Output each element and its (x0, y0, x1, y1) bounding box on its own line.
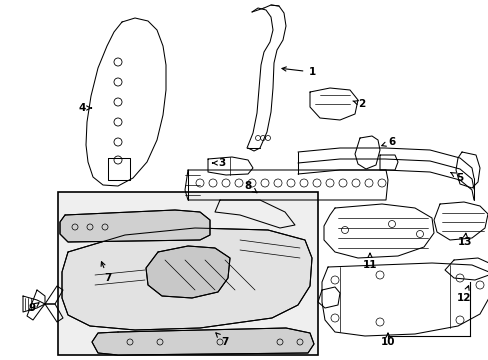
Text: 8: 8 (244, 181, 256, 193)
Text: 13: 13 (457, 233, 471, 247)
Polygon shape (60, 210, 209, 242)
Text: 6: 6 (381, 137, 395, 147)
Polygon shape (92, 328, 313, 355)
Polygon shape (62, 228, 311, 330)
Polygon shape (146, 246, 229, 298)
Text: 5: 5 (450, 172, 463, 183)
Text: 7: 7 (101, 262, 111, 283)
Text: 9: 9 (28, 303, 39, 313)
Text: 2: 2 (352, 99, 365, 109)
Text: 3: 3 (212, 158, 225, 168)
Text: 1: 1 (282, 67, 315, 77)
Text: 7: 7 (215, 333, 228, 347)
Text: 11: 11 (362, 253, 376, 270)
Text: 4: 4 (78, 103, 91, 113)
Bar (58, 192, 317, 355)
Text: 12: 12 (456, 286, 470, 303)
Text: 10: 10 (380, 333, 394, 347)
